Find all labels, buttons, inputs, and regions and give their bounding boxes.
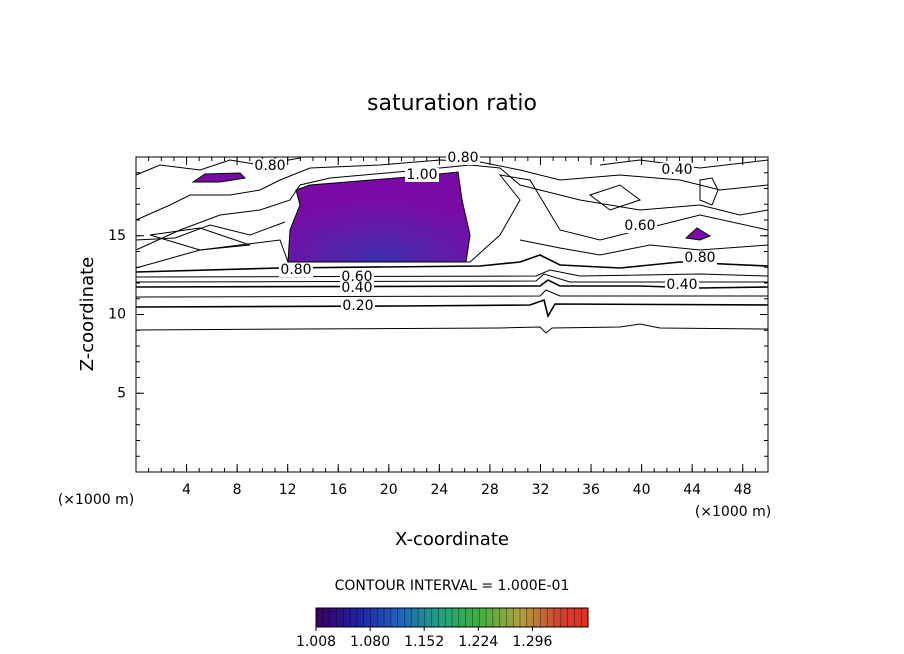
x-tick-label: 48 bbox=[734, 482, 752, 498]
colorbar-tick-label: 1.152 bbox=[404, 634, 444, 650]
contour-label-bg bbox=[446, 151, 480, 165]
contour-label: 0.80 bbox=[254, 158, 285, 174]
contour-label-bg bbox=[683, 251, 717, 265]
contour-label-bg bbox=[660, 163, 694, 177]
contour-interval: CONTOUR INTERVAL = 1.000E-01 bbox=[335, 578, 570, 594]
contour-label-bg bbox=[253, 159, 287, 173]
contour-label-bg bbox=[405, 168, 439, 182]
contour-label: 1.00 bbox=[406, 167, 437, 183]
colorbar-tick-label: 1.008 bbox=[296, 634, 336, 650]
contour-label-bg bbox=[665, 278, 699, 292]
x-tick-label: 20 bbox=[380, 482, 398, 498]
chart-title: saturation ratio bbox=[367, 91, 537, 116]
x-tick-label: 32 bbox=[532, 482, 550, 498]
x-tick-label: 40 bbox=[633, 482, 651, 498]
contour-label-bg bbox=[340, 281, 374, 295]
contour-label: 0.20 bbox=[342, 298, 373, 314]
y-axis-title: Z-coordinate bbox=[77, 257, 98, 372]
x-unit-label: (×1000 m) bbox=[695, 504, 771, 520]
x-tick-label: 8 bbox=[233, 482, 242, 498]
y-tick-label: 5 bbox=[117, 385, 126, 401]
x-tick-label: 36 bbox=[582, 482, 600, 498]
y-tick-label: 15 bbox=[108, 228, 126, 244]
y-tick-label: 10 bbox=[108, 307, 126, 323]
contour-label-bg bbox=[340, 270, 374, 284]
x-tick-label: 4 bbox=[182, 482, 191, 498]
x-tick-label: 44 bbox=[683, 482, 701, 498]
contour-label: 0.40 bbox=[341, 280, 372, 296]
y-unit-label: (×1000 m) bbox=[58, 492, 134, 508]
contour-label-bg bbox=[341, 299, 375, 313]
contour-label: 0.60 bbox=[624, 218, 655, 234]
contour-label: 0.40 bbox=[666, 277, 697, 293]
colorbar-tick-label: 1.224 bbox=[458, 634, 498, 650]
colorbar-tick-label: 1.080 bbox=[350, 634, 390, 650]
contour-label: 0.80 bbox=[280, 262, 311, 278]
contour-field bbox=[135, 157, 769, 334]
contour-label: 0.80 bbox=[684, 250, 715, 266]
x-tick-label: 16 bbox=[329, 482, 347, 498]
x-tick-label: 28 bbox=[481, 482, 499, 498]
x-tick-label: 24 bbox=[430, 482, 448, 498]
contour-label-bg bbox=[279, 263, 313, 277]
contour-label: 0.80 bbox=[447, 150, 478, 166]
x-axis-title: X-coordinate bbox=[395, 529, 509, 550]
contour-label-bg bbox=[623, 219, 657, 233]
contour-label: 0.40 bbox=[661, 162, 692, 178]
colorbar-tick-label: 1.296 bbox=[512, 634, 552, 650]
x-tick-label: 12 bbox=[279, 482, 297, 498]
